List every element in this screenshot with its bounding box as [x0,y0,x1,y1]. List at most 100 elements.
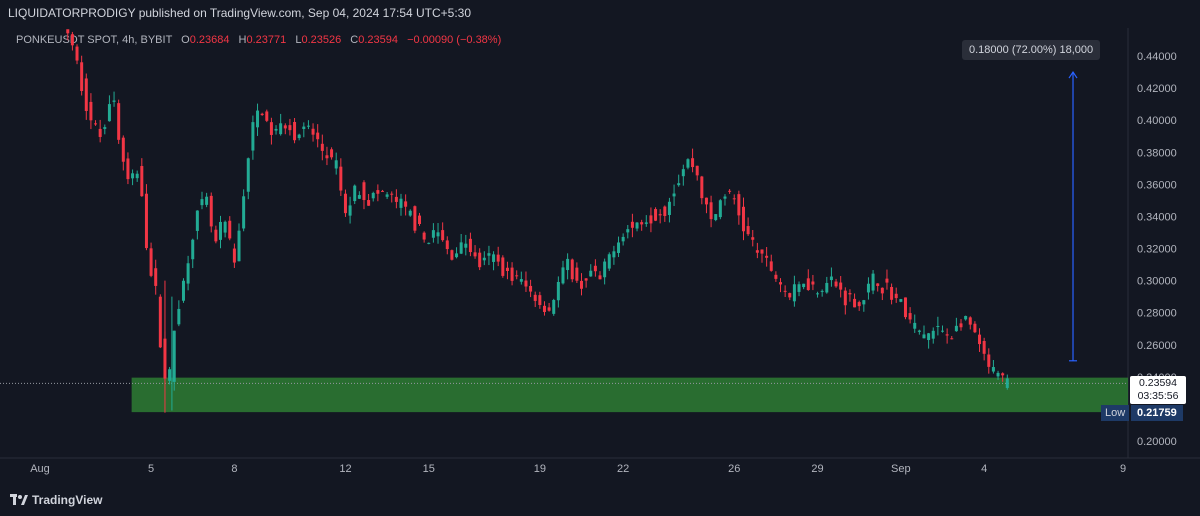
candle-body [135,173,139,179]
candle-body [584,278,588,281]
candle-body [149,248,153,276]
candle-body [755,250,759,253]
candle-body [603,261,607,278]
candle-body [482,257,486,261]
candle-body [510,267,514,281]
candle-body [269,122,273,135]
candle-body [700,176,704,199]
ohlc-legend: PONKEUSDT SPOT, 4h, BYBIT O0.23684 H0.23… [16,34,501,46]
time-axis[interactable]: Aug 5 8 12 15 19 22 26 29 Sep 4 9 [30,463,1126,475]
x-tick-label: 12 [339,463,351,475]
y-tick-label: 0.44000 [1137,51,1177,63]
y-tick-label: 0.34000 [1137,211,1177,223]
candle-body [112,100,116,102]
candle-body [316,132,320,140]
candle-body [529,285,533,292]
candle-body [505,267,509,272]
candle-body [649,215,653,224]
candle-body [538,295,542,305]
candle-body [774,274,778,279]
close-key: C [350,34,359,46]
y-tick-label: 0.36000 [1137,179,1177,191]
candle-body [936,326,940,328]
measure-tool[interactable] [1068,70,1078,362]
x-tick-label: Aug [30,463,50,475]
candle-body [353,185,357,202]
candle-body [917,330,921,332]
measure-label: 0.18000 (72.00%) 18,000 [962,40,1101,60]
candle-body [714,214,718,221]
candle-body [945,334,949,336]
candle-body [1005,378,1009,388]
low-tag-label: Low [1101,405,1130,421]
candle-body [459,242,463,254]
candle-body [107,104,111,122]
candle-body [987,354,991,367]
candle-body [89,101,93,121]
tradingview-text: TradingView [32,493,103,507]
candle-body [228,220,232,239]
candle-body [556,281,560,301]
candle-body [66,29,70,34]
candle-body [723,196,727,199]
candle-body [200,199,204,206]
candle-body [871,273,875,291]
candle-body [908,313,912,320]
x-tick-label: Sep [891,463,911,475]
candle-body [857,302,861,307]
candle-body [214,229,218,242]
candle-body [547,307,551,311]
last-price-badge: 0.23594 03:35:56 [1130,376,1186,404]
candle-body [431,230,435,238]
candle-body [677,183,681,186]
candle-body [473,252,477,257]
symbol-label[interactable]: PONKEUSDT SPOT, 4h, BYBIT [16,34,173,46]
candle-body [566,258,570,271]
candle-body [103,127,107,129]
candle-body [950,338,954,340]
candle-body [385,194,389,197]
header-bar: LIQUIDATORPRODIGY published on TradingVi… [0,0,1200,28]
candle-body [612,251,616,258]
candle-body [126,158,130,180]
last-price-value: 0.23594 [1139,377,1177,389]
candle-body [371,192,375,199]
candle-body [441,230,445,241]
candle-body [455,253,459,258]
candle-body [223,221,227,233]
candle-body [751,237,755,240]
candle-body [561,267,565,284]
candle-body [348,205,352,216]
candle-body [191,239,195,260]
candle-body [640,222,644,225]
candle-body [802,283,806,288]
high-key: H [238,34,247,46]
candle-body [496,254,500,262]
candle-body [580,280,583,289]
tradingview-logo[interactable]: TradingView [10,493,102,507]
candle-body [589,270,593,277]
candle-body [617,242,621,253]
y-tick-label: 0.20000 [1137,436,1177,448]
candle-body [131,173,135,179]
candle-body [219,221,222,240]
candle-body [237,230,241,262]
candle-body [848,293,852,295]
candle-body [274,128,278,131]
candle-body [797,284,801,292]
candle-body [704,197,708,205]
support-zone-rect[interactable] [131,377,1129,413]
candle-body [399,198,403,208]
price-chart[interactable]: 0.44000 0.42000 0.40000 0.38000 0.36000 0.340… [0,28,1200,488]
candle-body [177,308,181,325]
support-zone[interactable] [0,377,1129,413]
candle-body [334,160,338,169]
candle-body [195,210,199,231]
candle-body [672,193,676,197]
candle-body [501,257,505,276]
candle-body [658,214,662,216]
candle-body [260,113,264,116]
close-value: 0.23594 [358,34,398,46]
candle-body [663,206,667,216]
candle-body [667,201,671,216]
